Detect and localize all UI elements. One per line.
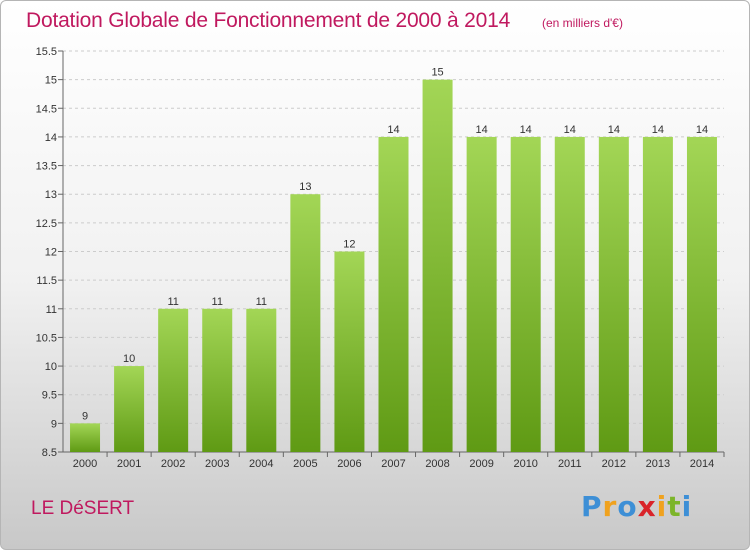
bar-value-label: 14 bbox=[387, 124, 399, 136]
logo-letter: P bbox=[581, 490, 603, 523]
logo-letter: x bbox=[637, 490, 657, 523]
y-tick-label: 9.5 bbox=[42, 390, 57, 402]
bar-value-label: 14 bbox=[652, 124, 664, 136]
x-tick-label: 2011 bbox=[558, 458, 582, 470]
y-tick-label: 15.5 bbox=[36, 46, 57, 58]
bar-value-label: 14 bbox=[608, 124, 620, 136]
x-tick-label: 2010 bbox=[513, 458, 537, 470]
y-tick-label: 8.5 bbox=[42, 447, 57, 459]
x-tick-label: 2001 bbox=[117, 458, 141, 470]
y-tick-label: 13.5 bbox=[36, 161, 57, 173]
bar bbox=[114, 366, 145, 452]
bar bbox=[246, 308, 277, 452]
bar-value-label: 14 bbox=[696, 124, 708, 136]
bar bbox=[686, 136, 717, 452]
y-tick-label: 11 bbox=[46, 304, 57, 316]
bar-value-label: 14 bbox=[476, 124, 488, 136]
commune-name: LE DéSERT bbox=[31, 498, 135, 519]
bar-value-label: 12 bbox=[343, 239, 355, 251]
y-tick-label: 12.5 bbox=[36, 218, 57, 230]
logo-letter: i bbox=[681, 490, 693, 523]
logo-letter: t bbox=[667, 490, 682, 523]
logo-letter: o bbox=[617, 490, 638, 523]
x-tick-label: 2002 bbox=[161, 458, 185, 470]
y-tick-label: 13 bbox=[45, 189, 57, 201]
bar bbox=[202, 308, 233, 452]
y-tick-label: 15 bbox=[45, 75, 57, 87]
x-tick-label: 2006 bbox=[337, 458, 361, 470]
x-tick-label: 2004 bbox=[249, 458, 273, 470]
bar-value-label: 15 bbox=[431, 67, 443, 79]
x-tick-label: 2007 bbox=[381, 458, 405, 470]
x-tick-label: 2008 bbox=[425, 458, 449, 470]
bar-value-label: 9 bbox=[82, 410, 88, 422]
x-tick-label: 2012 bbox=[602, 458, 626, 470]
y-tick-label: 10.5 bbox=[36, 332, 57, 344]
x-tick-label: 2005 bbox=[293, 458, 317, 470]
x-tick-label: 2014 bbox=[690, 458, 714, 470]
bar bbox=[158, 308, 189, 452]
y-tick-label: 12 bbox=[45, 247, 57, 259]
y-tick-label: 14 bbox=[45, 132, 57, 144]
bar-value-label: 10 bbox=[123, 353, 135, 365]
y-tick-label: 11.5 bbox=[36, 275, 57, 287]
bar bbox=[510, 136, 541, 452]
bar-value-label: 14 bbox=[520, 124, 532, 136]
x-tick-label: 2003 bbox=[205, 458, 229, 470]
bar bbox=[290, 194, 321, 452]
bar-value-label: 13 bbox=[299, 181, 311, 193]
y-tick-label: 14.5 bbox=[36, 103, 57, 115]
bar bbox=[466, 136, 497, 452]
y-tick-label: 10 bbox=[45, 361, 57, 373]
bar bbox=[598, 136, 629, 452]
bar bbox=[70, 423, 101, 452]
bar-value-label: 11 bbox=[212, 296, 223, 308]
chart-title: Dotation Globale de Fonctionnement de 20… bbox=[26, 9, 511, 32]
bar bbox=[554, 136, 585, 452]
bar bbox=[422, 79, 453, 453]
bar-value-label: 11 bbox=[167, 296, 178, 308]
bar bbox=[642, 136, 673, 452]
bar-value-label: 14 bbox=[564, 124, 576, 136]
logo-letter: r bbox=[602, 490, 618, 523]
logo-letter: i bbox=[656, 490, 668, 523]
bars bbox=[70, 79, 717, 453]
x-tick-label: 2013 bbox=[646, 458, 670, 470]
bar bbox=[334, 251, 365, 452]
bar-value-label: 11 bbox=[256, 296, 267, 308]
bar bbox=[378, 136, 409, 452]
chart-subtitle: (en milliers d'€) bbox=[542, 16, 623, 30]
labels: 8.5 9 9.5 10 10.5 11 11.5 12 12.5 13 13.5 14 14.5 15 1… bbox=[36, 46, 715, 470]
y-tick-label: 9 bbox=[51, 418, 57, 430]
x-tick-label: 2000 bbox=[73, 458, 97, 470]
x-tick-label: 2009 bbox=[469, 458, 493, 470]
proxiti-logo: Proxiti bbox=[581, 490, 692, 523]
